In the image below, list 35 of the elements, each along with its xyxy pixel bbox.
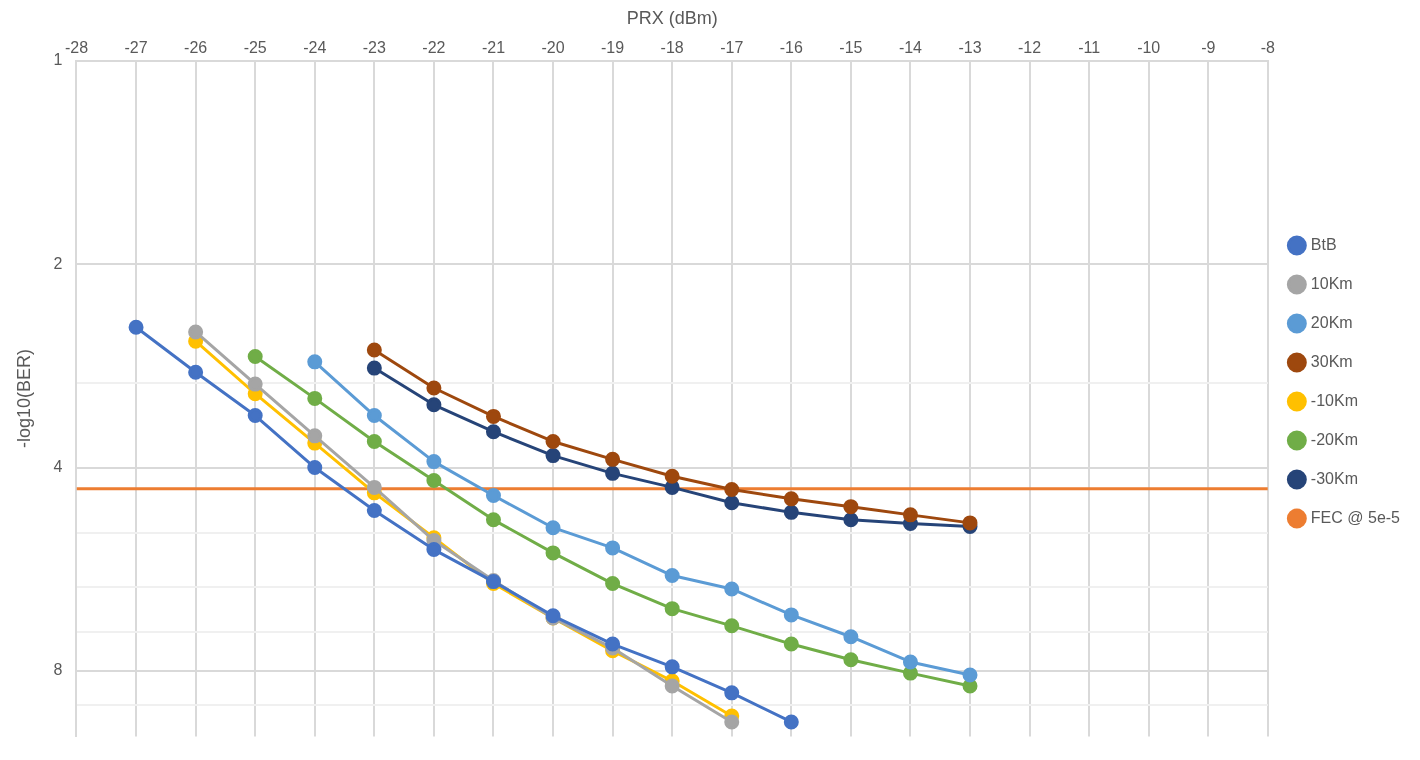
legend-label: -10Km xyxy=(1310,391,1358,409)
x-tick-label: -14 xyxy=(898,38,923,56)
x-tick-label: -23 xyxy=(362,38,386,56)
x-tick-label: -20 xyxy=(541,38,565,56)
x-tick-label: -18 xyxy=(660,38,684,56)
x-tick-label: -19 xyxy=(601,38,625,56)
x-tick-label: -17 xyxy=(720,38,744,56)
y-tick-label: 1 xyxy=(53,51,63,69)
y-tick-label: 8 xyxy=(53,661,63,679)
x-tick-label: -24 xyxy=(303,38,327,56)
y-tick-label: 4 xyxy=(53,457,63,475)
y-axis-title: -log10(BER) xyxy=(13,349,34,449)
legend-label: -30Km xyxy=(1310,469,1358,487)
x-tick-label: -22 xyxy=(422,38,446,56)
x-tick-label: -9 xyxy=(1201,38,1216,56)
x-tick-label: -11 xyxy=(1078,38,1101,56)
x-tick-label: -28 xyxy=(64,38,89,56)
legend-label: 30Km xyxy=(1310,352,1353,370)
legend-label: 10Km xyxy=(1310,274,1353,292)
x-tick-label: -10 xyxy=(1137,38,1161,56)
x-tick-label: -13 xyxy=(958,38,982,56)
x-tick-label: -26 xyxy=(184,38,208,56)
x-tick-label: -25 xyxy=(243,38,267,56)
x-tick-label: -16 xyxy=(779,38,803,56)
x-tick-label: -27 xyxy=(124,38,148,56)
legend-label: FEC @ 5e-5 xyxy=(1310,508,1401,526)
legend-label: 20Km xyxy=(1310,313,1353,331)
x-tick-label: -12 xyxy=(1018,38,1042,56)
x-tick-label: -21 xyxy=(481,38,506,56)
x-tick-label: -8 xyxy=(1260,38,1276,56)
y-tick-label: 2 xyxy=(53,254,63,272)
x-axis-title: PRX (dBm) xyxy=(626,7,718,28)
x-tick-label: -15 xyxy=(839,38,863,56)
legend-label: BtB xyxy=(1310,235,1337,253)
legend-label: -20Km xyxy=(1310,430,1358,448)
